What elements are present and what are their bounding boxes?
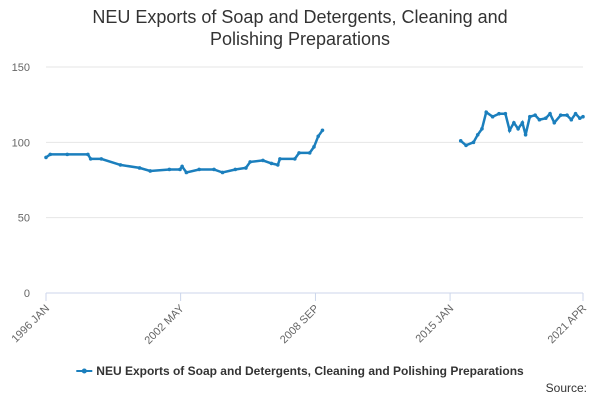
data-point	[261, 158, 265, 163]
data-point	[167, 167, 172, 172]
data-point	[558, 113, 563, 118]
data-point	[543, 116, 548, 121]
data-point	[548, 111, 552, 116]
y-tick-label: 150	[12, 62, 30, 74]
data-point	[297, 151, 301, 155]
legend-marker	[81, 368, 87, 374]
data-point	[512, 120, 516, 125]
data-point	[528, 114, 532, 119]
y-tick-label: 100	[12, 137, 30, 149]
data-point	[233, 167, 238, 172]
data-point	[490, 114, 495, 119]
data-point	[503, 111, 508, 116]
data-point	[212, 167, 216, 172]
data-point	[148, 169, 153, 173]
data-point	[312, 145, 316, 149]
chart-title: NEU Exports of Soap and Detergents, Clea…	[92, 7, 507, 49]
data-point	[516, 126, 520, 131]
data-point	[180, 164, 184, 169]
data-point	[44, 155, 48, 160]
legend-label: NEU Exports of Soap and Detergents, Clea…	[96, 364, 524, 378]
data-point	[276, 163, 280, 167]
data-point	[484, 110, 489, 114]
x-tick-label: 1996 JAN	[9, 303, 52, 346]
data-point	[565, 113, 569, 118]
data-point	[269, 161, 274, 166]
data-point	[316, 134, 321, 139]
data-point	[244, 166, 248, 170]
data-point	[569, 117, 574, 122]
data-point	[137, 166, 142, 170]
data-point	[507, 128, 512, 133]
y-tick-label: 50	[18, 213, 30, 225]
data-point	[278, 157, 282, 161]
data-point	[118, 163, 123, 167]
y-tick-label: 0	[24, 288, 30, 300]
data-point	[520, 120, 525, 125]
data-point	[480, 126, 484, 131]
data-point	[293, 157, 297, 161]
data-point	[197, 167, 201, 172]
data-point	[581, 114, 585, 119]
x-tick-label: 2015 JAN	[414, 303, 457, 346]
source: Source:	[546, 381, 587, 395]
data-point	[537, 117, 542, 122]
data-point	[184, 170, 189, 175]
data-point	[178, 167, 182, 172]
x-tick-label: 2002 MAY	[143, 302, 188, 347]
data-point	[523, 133, 528, 137]
x-tick-label: 2008 SEP	[278, 303, 322, 347]
data-point	[320, 128, 325, 133]
data-point	[99, 157, 104, 161]
data-point	[458, 139, 463, 143]
data-point	[471, 140, 476, 145]
data-point	[573, 111, 578, 116]
data-point	[578, 116, 582, 121]
data-point	[497, 111, 501, 116]
data-point	[533, 113, 537, 118]
data-point	[48, 152, 53, 157]
data-point	[86, 152, 90, 157]
data-point	[65, 152, 70, 157]
data-point	[475, 133, 480, 137]
legend-item: NEU Exports of Soap and Detergents, Clea…	[76, 364, 524, 378]
data-point	[464, 143, 468, 148]
data-point	[88, 157, 93, 161]
data-point	[220, 170, 225, 175]
data-point	[248, 160, 252, 164]
data-point	[552, 120, 557, 125]
data-point	[307, 151, 312, 155]
x-tick-label: 2021 APR	[546, 303, 590, 347]
